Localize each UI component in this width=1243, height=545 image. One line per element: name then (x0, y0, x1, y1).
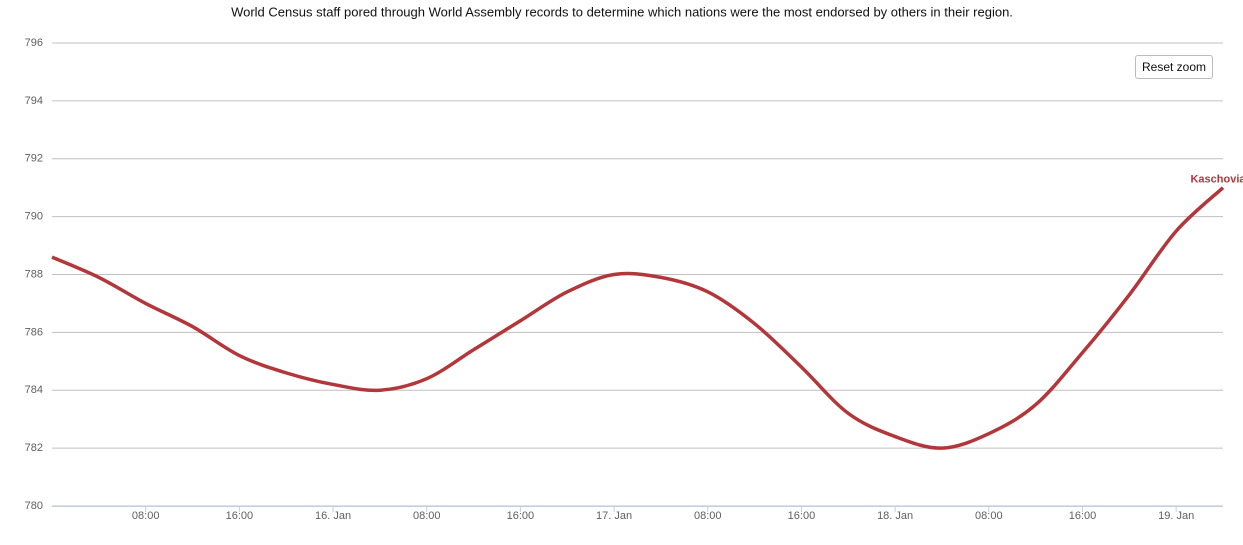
x-tick-label: 16. Jan (315, 510, 351, 522)
reset-zoom-button[interactable]: Reset zoom (1135, 55, 1213, 79)
y-tick-label: 794 (25, 95, 43, 107)
chart-subtitle: World Census staff pored through World A… (231, 4, 1013, 19)
x-tick-label: 18. Jan (877, 510, 913, 522)
x-tick-label: 08:00 (694, 510, 722, 522)
x-tick-label: 08:00 (975, 510, 1003, 522)
x-tick-label: 16:00 (226, 510, 254, 522)
y-tick-label: 790 (25, 211, 43, 223)
y-tick-label: 780 (25, 500, 43, 512)
y-tick-label: 782 (25, 442, 43, 454)
x-tick-label: 19. Jan (1158, 510, 1194, 522)
y-tick-label: 788 (25, 268, 43, 280)
x-tick-label: 08:00 (132, 510, 160, 522)
x-tick-label: 16:00 (1069, 510, 1097, 522)
x-tick-label: 08:00 (413, 510, 441, 522)
x-tick-label: 17. Jan (596, 510, 632, 522)
x-tick-label: 16:00 (788, 510, 816, 522)
y-tick-label: 792 (25, 153, 43, 165)
x-tick-label: 16:00 (507, 510, 535, 522)
y-tick-label: 796 (25, 37, 43, 49)
y-tick-label: 786 (25, 326, 43, 338)
series-label: Kaschovia (1190, 174, 1243, 186)
series-line (51, 186, 1225, 450)
y-tick-label: 784 (25, 384, 43, 396)
